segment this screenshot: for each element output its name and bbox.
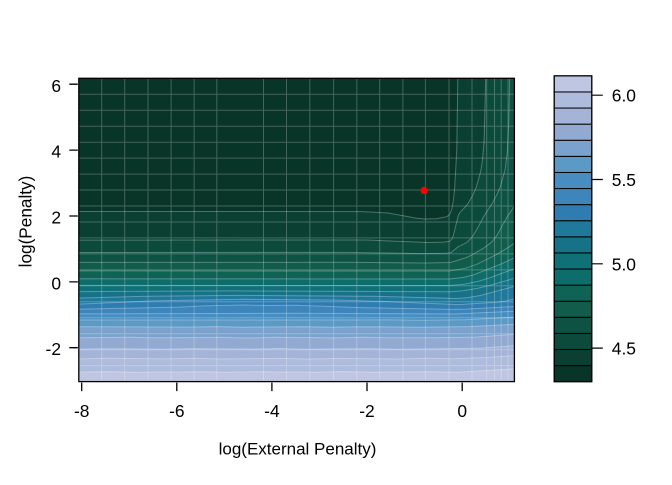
svg-text:-4: -4 <box>264 401 280 421</box>
svg-text:-8: -8 <box>74 401 89 421</box>
svg-text:4.5: 4.5 <box>612 339 636 359</box>
svg-text:5.0: 5.0 <box>612 254 636 274</box>
svg-text:5.5: 5.5 <box>612 170 636 190</box>
svg-text:-6: -6 <box>169 401 184 421</box>
svg-text:-2: -2 <box>359 401 374 421</box>
svg-text:log(Penalty): log(Penalty) <box>16 176 36 268</box>
svg-text:-2: -2 <box>46 339 61 359</box>
svg-text:0: 0 <box>457 401 467 421</box>
svg-text:6: 6 <box>51 76 61 96</box>
svg-text:log(External Penalty): log(External Penalty) <box>219 440 377 459</box>
svg-text:6.0: 6.0 <box>612 86 636 106</box>
svg-text:2: 2 <box>51 208 61 228</box>
svg-text:4: 4 <box>51 142 61 162</box>
svg-text:0: 0 <box>51 273 61 293</box>
